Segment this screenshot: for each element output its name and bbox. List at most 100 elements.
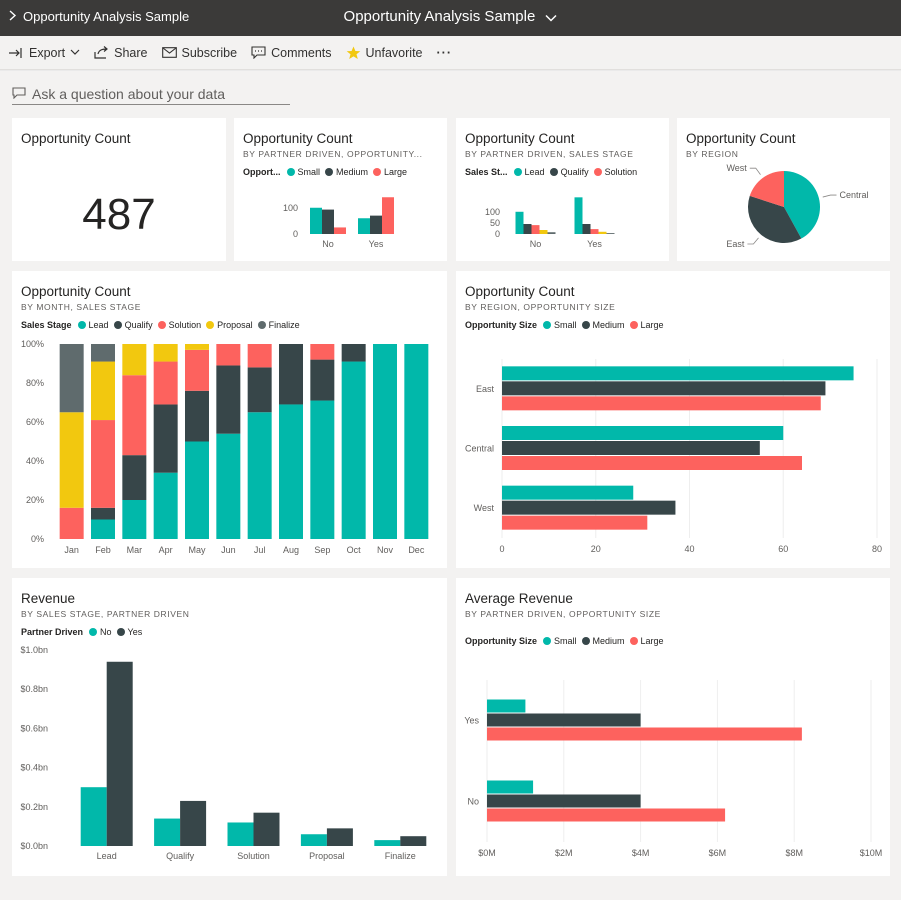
legend-title: Partner Driven [21,627,84,637]
comments-button[interactable]: Comments [251,41,332,65]
avg-revenue-chart: $0M $2M $4M $6M $8M $10M Yes No [464,680,882,858]
breadcrumb[interactable]: Opportunity Analysis Sample [8,9,189,24]
legend-item[interactable]: Lead [77,320,109,330]
tile-month-stage[interactable]: Opportunity Count BY MONTH, SALES STAGE … [12,271,447,568]
bar [253,812,280,846]
partner-size-chart: 0 100 No Yes [283,197,394,249]
x-tick-label: Nov [377,545,394,555]
chevron-right-icon[interactable] [8,9,17,24]
x-tick-label: Jul [254,545,266,555]
action-toolbar: Export Share Subscribe Comments Unfavori… [0,36,901,70]
bar-segment [310,344,335,360]
legend-label: Solution [168,320,202,330]
pie-slice [749,171,784,207]
legend-item[interactable]: Lead [513,167,545,177]
subscribe-button[interactable]: Subscribe [161,41,237,65]
legend-item[interactable]: Small [543,636,577,646]
bar [502,485,634,500]
tile-partner-size[interactable]: Opportunity Count BY PARTNER DRIVEN, OPP… [234,118,447,261]
qna-input[interactable]: Ask a question about your data [12,83,290,105]
bar-segment [216,433,241,539]
legend-item[interactable]: Qualify [549,167,589,177]
bar-segment [91,519,115,539]
bar [502,441,760,455]
bar [598,231,607,234]
export-button[interactable]: Export [8,41,80,65]
legend-item[interactable]: Medium [581,320,625,330]
y-tick-label: $0.8bn [20,684,48,694]
x-tick-label: Apr [159,545,173,555]
tile-subtitle: BY PARTNER DRIVEN, OPPORTUNITY SIZE [465,609,661,619]
legend-label: Medium [336,167,369,177]
tile-subtitle: BY REGION, OPPORTUNITY SIZE [465,302,616,312]
x-tick-label: Mar [127,545,143,555]
legend-item[interactable]: Medium [325,167,368,177]
bar [310,207,322,234]
bar [322,209,334,234]
more-icon: ··· [436,45,453,60]
legend-item[interactable]: Solution [157,320,202,330]
bar [582,224,591,234]
bar-segment [216,365,241,434]
legend-item[interactable]: Small [286,167,320,177]
legend-item[interactable]: Solution [593,167,637,177]
legend-item[interactable]: Large [629,320,664,330]
legend-item[interactable]: Yes [116,627,142,637]
legend-item[interactable]: Large [373,167,407,177]
tile-region-size[interactable]: Opportunity Count BY REGION, OPPORTUNITY… [456,271,890,568]
bar [358,218,370,234]
bar [382,197,394,234]
bar [515,211,524,234]
x-tick-label: 60 [778,544,788,554]
tile-average-revenue[interactable]: Average Revenue BY PARTNER DRIVEN, OPPOR… [456,578,890,876]
bar-segment [91,507,115,520]
chart-legend: Opportunity Size Small Medium Large [465,636,669,646]
y-tick-label: East [476,384,495,394]
y-tick-label: Central [465,444,494,454]
legend-item[interactable]: Large [629,636,664,646]
comment-icon [12,86,26,102]
x-tick-label: Proposal [309,851,345,861]
bar [180,800,207,846]
bar [574,197,583,234]
bar [400,836,427,846]
bar [531,225,540,234]
comments-label: Comments [271,45,332,60]
page-title[interactable]: Opportunity Analysis Sample [0,8,901,26]
legend-label: Proposal [217,320,253,330]
x-tick-label: Solution [237,851,270,861]
legend-item[interactable]: Small [543,320,577,330]
y-tick-label: Yes [464,716,479,726]
legend-item[interactable]: Medium [581,636,625,646]
bar [502,515,648,530]
bar-segment [373,344,397,539]
tile-region-pie[interactable]: Opportunity Count BY REGION Central East W… [677,118,890,261]
breadcrumb-label: Opportunity Analysis Sample [23,9,190,24]
more-options-button[interactable]: ··· [437,41,453,65]
bar-segment [122,455,147,500]
chart-legend: Partner Driven No Yes [21,627,147,637]
legend-item[interactable]: Qualify [113,320,153,330]
tile-opportunity-count-kpi[interactable]: Opportunity Count 487 [12,118,226,261]
pie-label: East [726,239,745,249]
x-tick-label: Finalize [385,851,416,861]
share-button[interactable]: Share [94,41,148,65]
bar [154,818,181,846]
y-tick-label: 0 [293,229,298,239]
x-tick-label: No [530,239,542,249]
x-tick-label: Yes [587,239,602,249]
bar-segment [185,344,209,350]
y-tick-label: 0 [495,229,500,239]
bar [502,500,676,515]
tile-revenue[interactable]: Revenue BY SALES STAGE, PARTNER DRIVEN P… [12,578,447,876]
unfavorite-button[interactable]: Unfavorite [346,41,423,65]
y-tick-label: 100 [283,203,298,213]
legend-item[interactable]: No [89,627,112,637]
bar-segment [153,472,178,539]
legend-item[interactable]: Proposal [206,320,253,330]
tile-partner-stage[interactable]: Opportunity Count BY PARTNER DRIVEN, SAL… [456,118,669,261]
x-tick-label: 80 [872,544,882,554]
legend-item[interactable]: Finalize [257,320,300,330]
tile-title: Opportunity Count [21,284,131,299]
chevron-down-icon[interactable] [545,9,557,26]
